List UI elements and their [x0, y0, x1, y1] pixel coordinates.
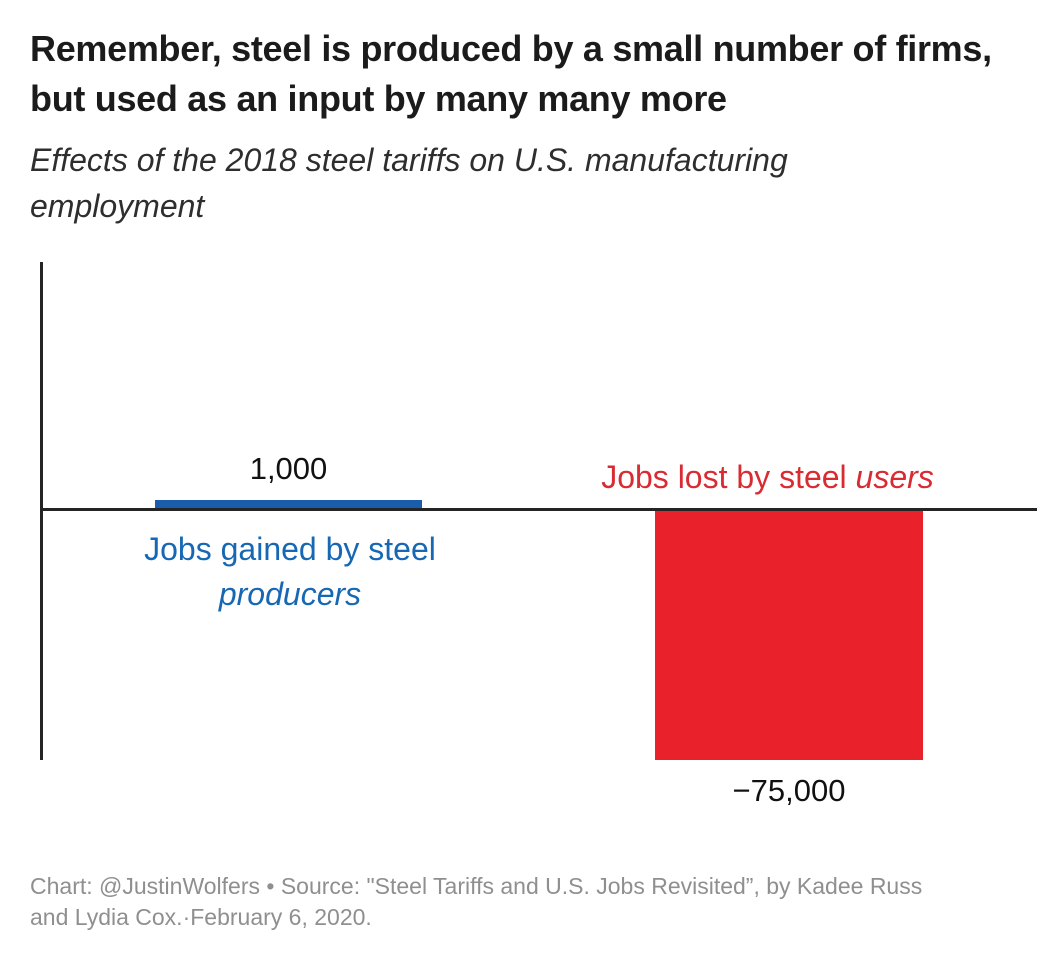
chart-title-line-2: but used as an input by many many more	[30, 78, 727, 119]
chart-title: Remember, steel is produced by a small n…	[30, 24, 1040, 124]
x-axis-baseline	[40, 508, 1037, 511]
users-value-label: −75,000	[732, 773, 846, 808]
producers-label-line-2: producers	[218, 576, 362, 612]
chart-subtitle: Effects of the 2018 steel tariffs on U.S…	[30, 137, 1040, 229]
producers-bar	[155, 500, 422, 508]
users-category-label: Jobs lost by steel users	[575, 459, 960, 496]
source-attribution: Chart: @JustinWolfers • Source: "Steel T…	[30, 871, 1040, 933]
users-bar	[655, 511, 923, 760]
source-line-2: and Lydia Cox.·February 6, 2020.	[30, 904, 372, 930]
producers-label-line-1: Jobs gained by steel	[144, 531, 436, 567]
chart-title-line-1: Remember, steel is produced by a small n…	[30, 28, 992, 69]
users-label-normal: Jobs lost by steel	[601, 459, 856, 495]
chart-subtitle-line-1: Effects of the 2018 steel tariffs on U.S…	[30, 142, 788, 178]
producers-category-label: Jobs gained by steel producers	[95, 527, 485, 617]
source-line-1: Chart: @JustinWolfers • Source: "Steel T…	[30, 873, 923, 899]
users-label-italic: users	[855, 459, 934, 495]
producers-value-label: 1,000	[249, 451, 328, 486]
chart-subtitle-line-2: employment	[30, 188, 205, 224]
y-axis-line	[40, 262, 43, 760]
